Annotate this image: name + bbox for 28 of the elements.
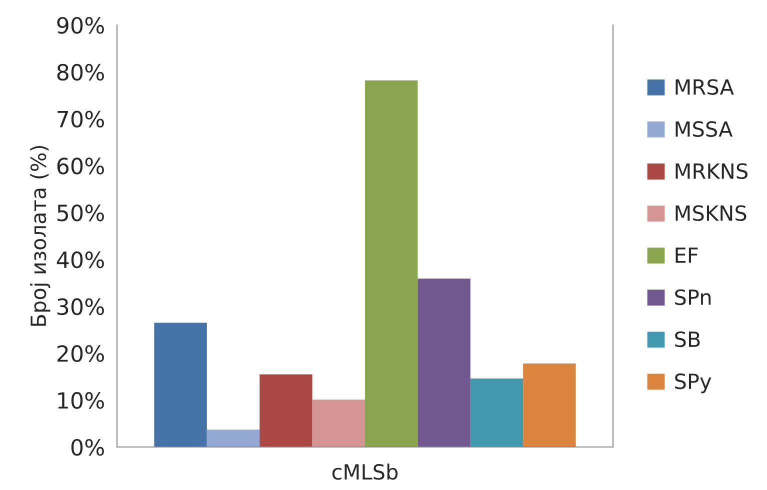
y-tick-label: 30% — [57, 298, 104, 316]
x-tick-label: cMLSb — [332, 464, 398, 480]
y-axis-title: Број изолата (%) — [30, 146, 50, 326]
bar — [523, 364, 576, 447]
y-tick-label: 40% — [56, 251, 104, 268]
bar — [470, 378, 524, 447]
y-tick-label: 0% — [71, 438, 104, 456]
bar — [365, 80, 418, 447]
legend-label: SB — [675, 331, 700, 348]
legend-label: MRSA — [676, 79, 734, 95]
legend-label: SPy — [675, 373, 712, 394]
bar — [206, 430, 260, 447]
legend-label: SPn — [675, 289, 711, 306]
legend-label: MRKNS — [676, 163, 748, 179]
bar — [418, 278, 470, 447]
y-tick-label: 70% — [58, 110, 104, 128]
y-tick-label: 80% — [57, 64, 104, 81]
y-tick-label: 90% — [57, 16, 104, 34]
legend-label: MSKNS — [676, 205, 746, 222]
legend-label: MSSA — [676, 121, 733, 137]
y-tick-label: 10% — [58, 392, 104, 409]
y-tick-label: 20% — [57, 345, 104, 362]
y-tick-label: 50% — [58, 204, 104, 222]
bar — [154, 322, 207, 447]
bar — [312, 400, 365, 447]
bar — [260, 374, 312, 447]
y-tick-label: 60% — [57, 158, 104, 174]
legend-label: EF — [676, 248, 698, 263]
